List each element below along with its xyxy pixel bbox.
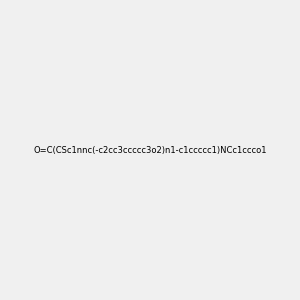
Text: O=C(CSc1nnc(-c2cc3ccccc3o2)n1-c1ccccc1)NCc1ccco1: O=C(CSc1nnc(-c2cc3ccccc3o2)n1-c1ccccc1)N…: [33, 146, 267, 154]
